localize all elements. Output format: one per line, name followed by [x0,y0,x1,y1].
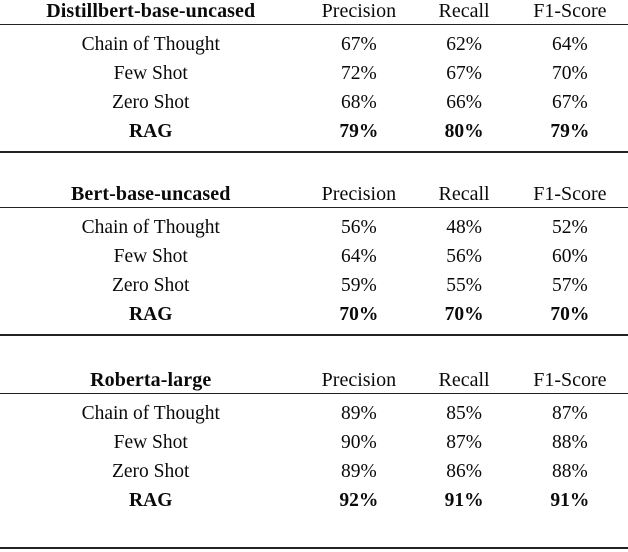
method-cell: Zero Shot [111,91,190,113]
column-header-f1-score: F1-Score [511,183,628,208]
table-row: Chain of Thought 67% 62% 64% [0,25,628,60]
precision-cell: 92% [339,489,379,511]
recall-cell: 87% [446,431,482,453]
column-header-precision: Precision [301,369,417,394]
table-row-rag: RAG 70% 70% 70% [0,300,628,334]
model-name: Bert-base-uncased [0,183,302,208]
recall-cell: 70% [444,303,484,325]
header-row: Distillbert-base-uncased Precision Recal… [0,0,628,25]
column-header-f1-score: F1-Score [511,0,628,25]
recall-cell: 48% [446,216,482,238]
header-row: Roberta-large Precision Recall F1-Score [0,369,628,394]
table-row: Few Shot 64% 56% 60% [0,242,628,271]
results-table-distillbert: Distillbert-base-uncased Precision Recal… [0,0,628,153]
f1-cell: 79% [550,120,590,142]
f1-cell: 91% [550,489,590,511]
method-cell: Chain of Thought [81,216,220,238]
table-row: Zero Shot 59% 55% 57% [0,271,628,300]
column-header-recall: Recall [416,369,512,394]
column-header-recall: Recall [416,0,512,25]
f1-cell: 87% [552,402,588,424]
precision-cell: 67% [341,33,377,55]
method-cell: Chain of Thought [81,402,220,424]
method-cell: Chain of Thought [81,33,220,55]
precision-cell: 70% [339,303,379,325]
f1-cell: 70% [550,303,590,325]
table-row: Chain of Thought 89% 85% 87% [0,394,628,429]
f1-cell: 67% [552,91,588,113]
results-table-bert: Bert-base-uncased Precision Recall F1-Sc… [0,183,628,336]
precision-cell: 56% [341,216,377,238]
column-header-precision: Precision [301,183,417,208]
precision-cell: 79% [339,120,379,142]
header-row: Bert-base-uncased Precision Recall F1-Sc… [0,183,628,208]
metrics-table: Distillbert-base-uncased Precision Recal… [0,0,628,151]
precision-cell: 68% [341,91,377,113]
results-table-roberta: Roberta-large Precision Recall F1-Score … [0,369,628,549]
method-cell: RAG [129,303,173,325]
method-cell: RAG [129,120,173,142]
metrics-table: Roberta-large Precision Recall F1-Score … [0,369,628,520]
column-header-recall: Recall [416,183,512,208]
table-row: Few Shot 72% 67% 70% [0,59,628,88]
precision-cell: 90% [341,431,377,453]
f1-cell: 88% [552,431,588,453]
method-cell: Zero Shot [111,274,190,296]
recall-cell: 55% [446,274,482,296]
column-header-precision: Precision [301,0,417,25]
recall-cell: 66% [446,91,482,113]
table-row: Zero Shot 68% 66% 67% [0,88,628,117]
table-row: Few Shot 90% 87% 88% [0,428,628,457]
method-cell: RAG [129,489,173,511]
method-cell: Few Shot [113,431,188,453]
f1-cell: 60% [552,245,588,267]
precision-cell: 89% [341,402,377,424]
recall-cell: 86% [446,460,482,482]
table-row-rag: RAG 92% 91% 91% [0,486,628,520]
table-row-rag: RAG 79% 80% 79% [0,117,628,151]
f1-cell: 88% [552,460,588,482]
table-row: Zero Shot 89% 86% 88% [0,457,628,486]
model-name: Roberta-large [0,369,302,394]
metrics-table: Bert-base-uncased Precision Recall F1-Sc… [0,183,628,334]
f1-cell: 64% [552,33,588,55]
method-cell: Few Shot [113,245,188,267]
column-header-f1-score: F1-Score [511,369,628,394]
method-cell: Few Shot [113,62,188,84]
model-name: Distillbert-base-uncased [0,0,302,25]
f1-cell: 57% [552,274,588,296]
precision-cell: 59% [341,274,377,296]
recall-cell: 91% [444,489,484,511]
recall-cell: 67% [446,62,482,84]
f1-cell: 70% [552,62,588,84]
precision-cell: 72% [341,62,377,84]
recall-cell: 80% [444,120,484,142]
recall-cell: 62% [446,33,482,55]
method-cell: Zero Shot [111,460,190,482]
precision-cell: 89% [341,460,377,482]
recall-cell: 85% [446,402,482,424]
recall-cell: 56% [446,245,482,267]
table-row: Chain of Thought 56% 48% 52% [0,208,628,243]
f1-cell: 52% [552,216,588,238]
precision-cell: 64% [341,245,377,267]
